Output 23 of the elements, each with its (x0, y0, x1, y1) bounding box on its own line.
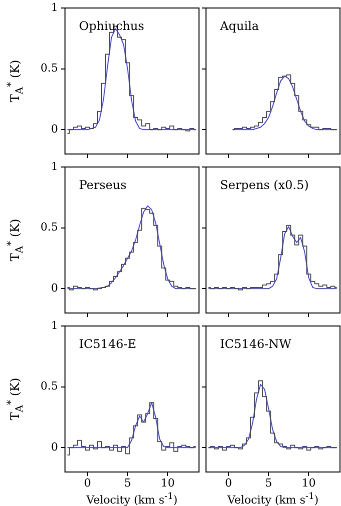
y-tick-label: 0.5 (40, 220, 58, 234)
y-tick-label: 0 (51, 122, 58, 136)
x-axis-title: Velocity (km s$^{-1}$) (226, 490, 320, 506)
y-tick-label: 0.5 (40, 62, 58, 75)
y-tick-label: 1 (51, 0, 58, 14)
y-tick-label: 1 (51, 318, 58, 332)
x-tick-label: 0 (224, 476, 232, 490)
y-tick-label: 0 (51, 440, 58, 454)
text: IC5146-NW (220, 337, 292, 351)
x-tick-label: 10 (302, 476, 316, 490)
x-axis-title: Velocity (km s$^{-1}$) (85, 490, 179, 506)
y-tick-label: 0 (51, 282, 58, 295)
text: IC5146-E (79, 337, 136, 351)
y-tick-label: 0.5 (40, 380, 58, 393)
text: Ophiuchus (79, 19, 144, 33)
text: Aquila (219, 19, 259, 33)
x-tick-label: 10 (160, 476, 175, 490)
y-tick-label: 1 (51, 160, 58, 173)
x-tick-label: 5 (265, 476, 272, 490)
x-tick-label: 0 (84, 476, 91, 490)
text: Serpens (x0.5) (220, 178, 309, 192)
text: Perseus (79, 178, 127, 192)
x-tick-label: 5 (124, 476, 132, 490)
